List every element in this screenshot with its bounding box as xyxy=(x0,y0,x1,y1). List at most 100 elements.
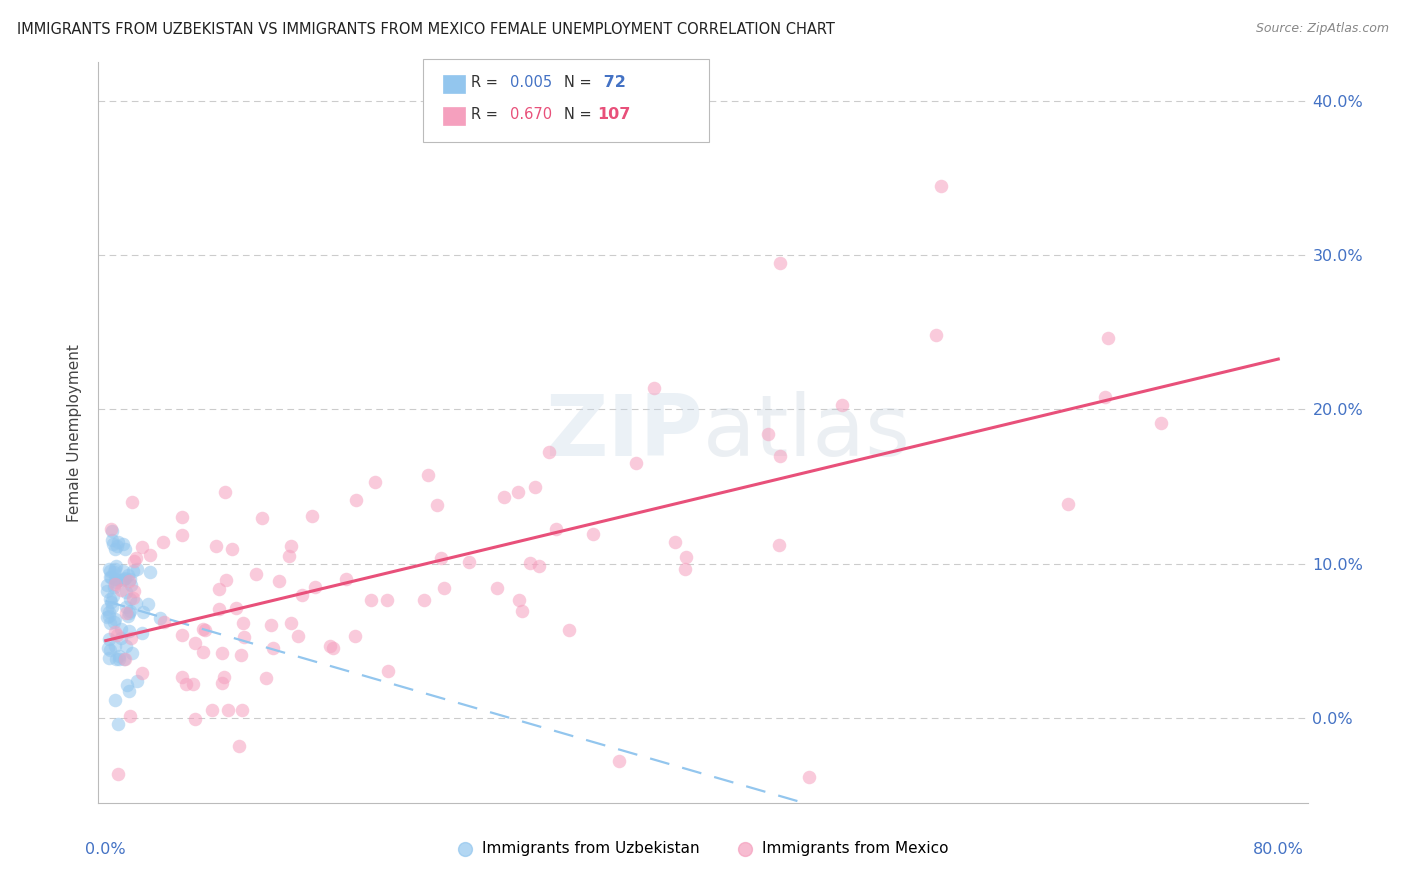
Point xyxy=(673,562,696,576)
Text: Source: ZipAtlas.com: Source: ZipAtlas.com xyxy=(1256,22,1389,36)
Point xyxy=(360,593,382,607)
Point xyxy=(118,604,141,618)
Point xyxy=(254,671,277,685)
Point xyxy=(104,572,127,586)
Point xyxy=(301,508,323,523)
Text: atlas: atlas xyxy=(703,391,911,475)
Point xyxy=(122,554,145,568)
Point xyxy=(546,522,568,536)
Point xyxy=(117,568,139,582)
Point xyxy=(120,631,142,645)
Point xyxy=(211,676,233,690)
Point xyxy=(98,609,121,624)
Point xyxy=(105,574,128,589)
Point xyxy=(1097,331,1119,345)
Point xyxy=(149,610,172,624)
Point xyxy=(363,475,385,489)
Point xyxy=(97,651,120,665)
Point xyxy=(262,641,284,656)
Point xyxy=(131,665,153,680)
Point xyxy=(111,564,134,578)
Point xyxy=(769,449,792,463)
Point xyxy=(107,535,129,549)
Point xyxy=(127,674,149,689)
Point xyxy=(172,509,194,524)
Point xyxy=(103,565,125,579)
Point xyxy=(519,557,541,571)
Point xyxy=(172,670,194,684)
Point xyxy=(170,527,193,541)
Point xyxy=(174,677,197,691)
Point xyxy=(96,609,118,624)
Point xyxy=(107,766,129,780)
Point xyxy=(125,562,148,576)
Point xyxy=(194,624,217,638)
Point xyxy=(280,539,302,553)
Point xyxy=(184,712,207,726)
Point xyxy=(322,640,344,655)
Point xyxy=(131,540,153,554)
Point xyxy=(131,625,153,640)
Point xyxy=(768,538,790,552)
Text: 80.0%: 80.0% xyxy=(1253,842,1303,856)
Point xyxy=(104,692,127,706)
Point xyxy=(117,684,139,698)
Point xyxy=(105,628,128,642)
Point xyxy=(769,256,792,270)
Point xyxy=(104,624,127,639)
Point xyxy=(232,616,254,631)
Point xyxy=(217,703,239,717)
Point xyxy=(114,652,136,666)
Point xyxy=(100,616,122,631)
Point xyxy=(114,585,136,599)
Point xyxy=(233,631,256,645)
Point xyxy=(416,467,439,482)
Point xyxy=(117,609,139,624)
Point xyxy=(260,617,283,632)
Text: 107: 107 xyxy=(598,107,631,122)
Point xyxy=(112,651,135,665)
Point xyxy=(191,622,214,636)
Point xyxy=(510,604,533,618)
Text: R =: R = xyxy=(471,75,502,90)
Point xyxy=(98,564,121,578)
Point xyxy=(103,615,125,629)
Point xyxy=(204,539,226,553)
Point xyxy=(291,588,314,602)
Point xyxy=(114,570,136,584)
Text: 72: 72 xyxy=(598,75,626,90)
Text: N =: N = xyxy=(564,107,596,122)
Point xyxy=(104,561,127,575)
Point xyxy=(413,593,436,607)
Point xyxy=(344,493,367,508)
Point xyxy=(98,591,121,606)
Point xyxy=(429,550,451,565)
Point xyxy=(104,612,127,626)
Point xyxy=(101,524,124,538)
Point xyxy=(215,573,238,587)
Point xyxy=(756,426,779,441)
Point xyxy=(118,574,141,588)
Point xyxy=(231,703,253,717)
Point xyxy=(121,494,143,508)
Point xyxy=(799,770,821,784)
Point xyxy=(120,577,142,591)
Point xyxy=(108,652,131,666)
Point xyxy=(122,565,145,579)
Point xyxy=(120,572,142,586)
Point xyxy=(96,602,118,616)
Point xyxy=(214,669,236,683)
Text: IMMIGRANTS FROM UZBEKISTAN VS IMMIGRANTS FROM MEXICO FEMALE UNEMPLOYMENT CORRELA: IMMIGRANTS FROM UZBEKISTAN VS IMMIGRANTS… xyxy=(17,22,835,37)
Point xyxy=(319,639,342,653)
Point xyxy=(97,605,120,619)
Point xyxy=(101,589,124,603)
Point xyxy=(101,533,124,547)
Point xyxy=(170,628,193,642)
Point xyxy=(112,537,135,551)
Point xyxy=(208,582,231,597)
Point xyxy=(280,616,302,631)
Text: N =: N = xyxy=(564,75,596,90)
Point xyxy=(124,551,146,566)
Point xyxy=(831,398,853,412)
Point xyxy=(97,641,120,656)
